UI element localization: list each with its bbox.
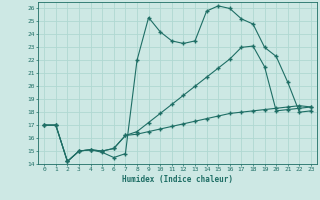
X-axis label: Humidex (Indice chaleur): Humidex (Indice chaleur) (122, 175, 233, 184)
